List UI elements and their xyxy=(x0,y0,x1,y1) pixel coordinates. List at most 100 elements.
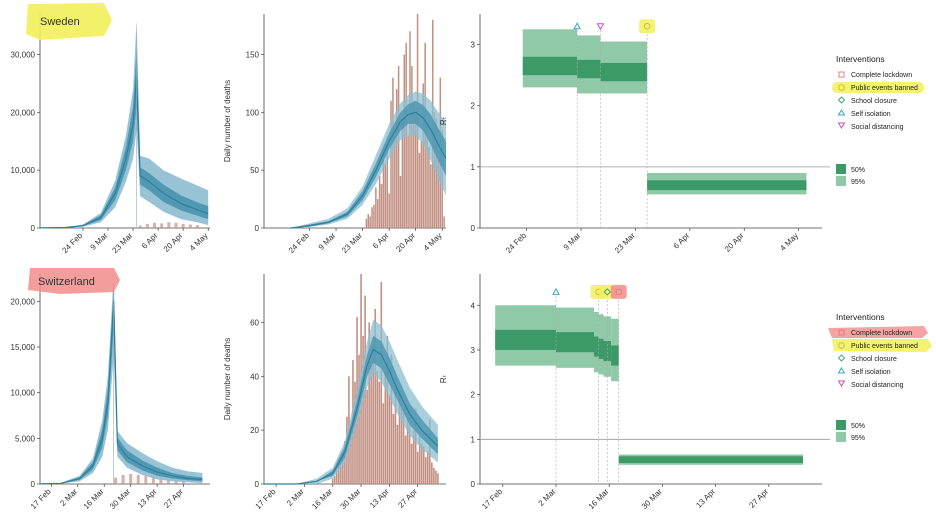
x-tick-label: 30 Mar xyxy=(108,487,132,511)
ci-50-swatch xyxy=(836,164,846,174)
rt-ci50-segment xyxy=(611,345,619,366)
square-icon xyxy=(838,329,845,336)
x-tick-label: 9 Mar xyxy=(317,231,338,252)
x-tick-label: 4 May xyxy=(778,231,800,253)
case-bar xyxy=(182,481,186,484)
legend-ci-50: 50% xyxy=(836,164,865,174)
death-bar xyxy=(398,389,401,484)
square-icon xyxy=(838,71,845,78)
median-line xyxy=(39,301,203,485)
death-bar xyxy=(380,184,383,228)
legend-item-school: School closure xyxy=(837,354,897,363)
x-tick-label: 4 May xyxy=(188,231,210,253)
x-tick-label: 17 Feb xyxy=(254,487,278,511)
death-bar xyxy=(366,389,368,484)
x-tick-label: 30 Mar xyxy=(640,487,664,511)
death-bar xyxy=(362,335,364,484)
chart-switzerland-rt: 0 1 2 3 4 17 Feb 2 Mar 16 Mar 30 Mar 13 Apr 27 Apr… xyxy=(439,274,830,511)
case-bar xyxy=(181,223,185,228)
rt-ci50-segment xyxy=(603,341,612,362)
switzerland-label: Switzerland xyxy=(38,276,95,288)
x-tick-label: 30 Mar xyxy=(339,487,363,511)
death-bar xyxy=(386,335,389,484)
circle-icon xyxy=(838,84,845,91)
y-tick-label: 0 xyxy=(255,224,260,233)
x-tick-label: 24 Feb xyxy=(60,231,84,255)
death-bar xyxy=(394,376,397,484)
death-bar xyxy=(435,470,437,484)
death-bar xyxy=(388,193,390,228)
circle-icon xyxy=(838,342,845,349)
death-bar xyxy=(354,381,356,484)
death-bar xyxy=(400,403,403,484)
death-bar xyxy=(408,424,411,484)
death-bar xyxy=(333,475,336,484)
y-tick-label: 150 xyxy=(246,50,260,59)
x-tick-label: 2 Mar xyxy=(58,487,79,508)
death-bar xyxy=(401,118,404,228)
x-tick-label: 27 Apr xyxy=(162,487,185,510)
death-bar xyxy=(378,381,381,484)
death-bar xyxy=(374,309,377,484)
legend-item-distancing: Social distancing xyxy=(837,380,904,389)
y-axis-label: Daily number of deaths xyxy=(223,338,232,420)
legend-interventions-bottom: Interventions Complete lockdown Public e… xyxy=(828,312,932,442)
switzerland-highlight xyxy=(28,268,120,294)
intervention-highlight xyxy=(610,284,627,299)
death-bar xyxy=(350,435,352,484)
death-bar xyxy=(382,158,385,228)
x-tick-label: 20 Apr xyxy=(723,231,746,254)
death-bar xyxy=(380,282,383,484)
ci95-band xyxy=(40,274,203,484)
ci-95-swatch xyxy=(836,176,846,186)
death-bar xyxy=(368,322,370,484)
median-line xyxy=(290,111,447,229)
y-tick-label: 50 xyxy=(250,166,259,175)
y-tick-label: 2 xyxy=(471,391,476,400)
rt-ci50-segment xyxy=(495,329,556,350)
death-bar xyxy=(372,344,375,484)
legend-label: 95% xyxy=(851,179,865,186)
death-bar xyxy=(370,362,372,484)
legend-label: Public events banned xyxy=(851,343,918,350)
death-bar xyxy=(402,408,405,484)
death-bar xyxy=(384,164,387,228)
y-tick-label: 1 xyxy=(471,435,476,444)
death-bar xyxy=(412,430,415,484)
chart-switzerland-deaths: 0 20 40 60 17 Feb 2 Mar 16 Mar 30 Mar 13 Apr 27 A… xyxy=(223,274,446,511)
death-bar xyxy=(418,435,421,484)
y-tick-label: 3 xyxy=(471,346,476,355)
death-bar xyxy=(407,135,409,228)
intervention-highlight xyxy=(639,19,656,34)
legend-title: Interventions xyxy=(836,54,885,64)
case-bar xyxy=(167,222,171,228)
legend-ci-95: 95% xyxy=(836,432,865,442)
death-bar xyxy=(376,199,379,228)
ci95-band xyxy=(290,91,446,228)
case-bar xyxy=(129,473,133,484)
y-tick-label: 2 xyxy=(471,102,476,111)
case-bar xyxy=(144,475,148,484)
chart-sweden-deaths: 0 50 100 150 24 Feb 9 Mar 23 Mar 6 Apr 20 Apr 4 M… xyxy=(223,14,447,255)
diamond-icon xyxy=(837,96,846,104)
death-bar xyxy=(342,451,344,484)
death-bar xyxy=(399,175,402,228)
death-bar xyxy=(433,467,435,484)
death-bar xyxy=(416,451,419,484)
death-bar xyxy=(378,175,381,228)
y-tick-label: 20,000 xyxy=(11,108,36,117)
death-bar xyxy=(376,370,379,484)
x-tick-label: 20 Apr xyxy=(162,231,185,254)
x-tick-label: 16 Mar xyxy=(587,487,611,511)
country-label-switzerland: Switzerland xyxy=(28,268,120,294)
rt-ci50-segment xyxy=(647,180,807,191)
x-tick-label: 20 Apr xyxy=(394,231,417,254)
death-bar xyxy=(430,164,432,228)
legend-item-isolation: Self isolation xyxy=(837,367,891,376)
triangle-up-icon xyxy=(837,109,846,116)
y-tick-label: 0 xyxy=(31,224,36,233)
y-tick-label: 10,000 xyxy=(11,166,36,175)
death-bar xyxy=(388,395,391,484)
